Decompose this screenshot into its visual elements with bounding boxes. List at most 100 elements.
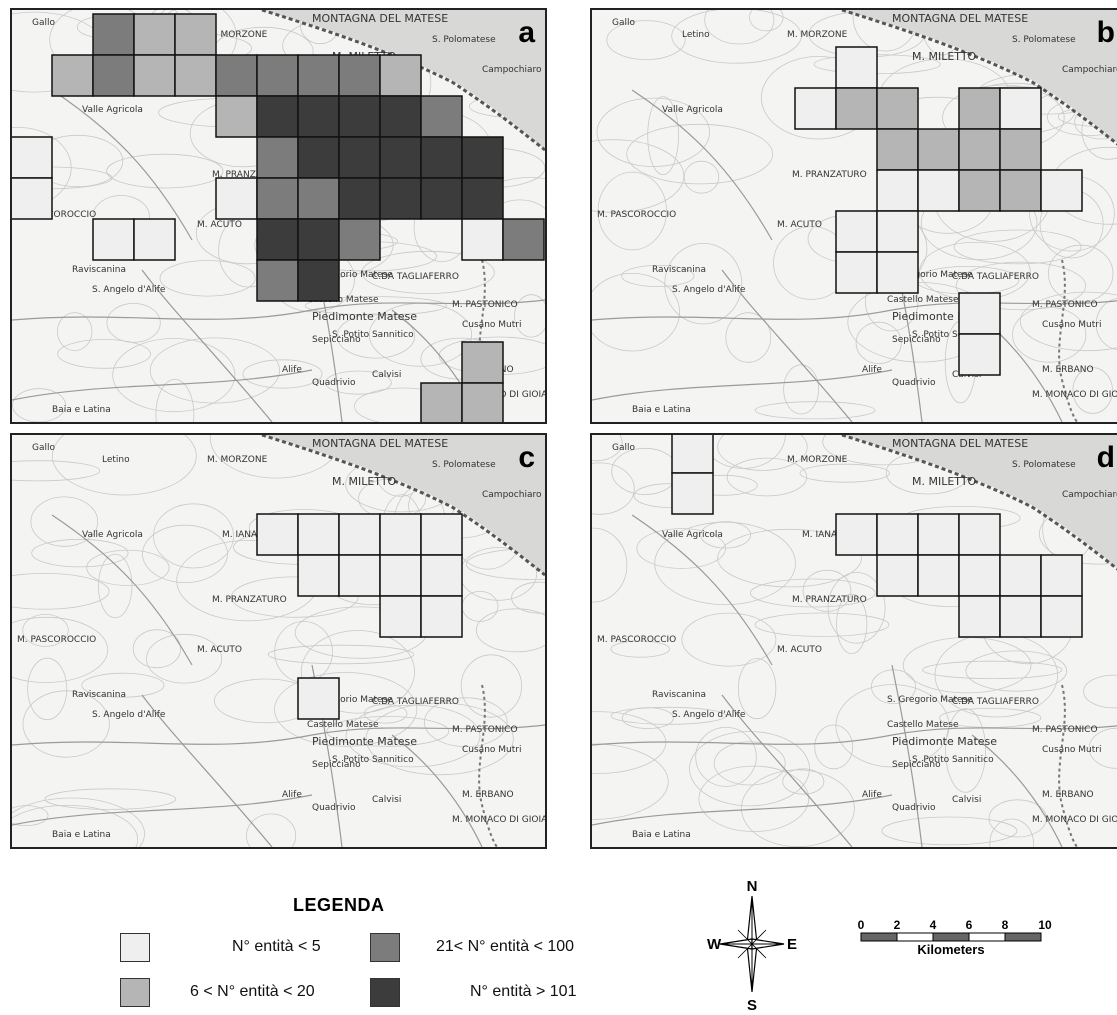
place-label: S. Potito Sannitico	[332, 330, 414, 340]
grid-cells	[256, 513, 463, 720]
place-label: M. ACUTO	[777, 645, 822, 655]
place-label: M. ACUTO	[197, 220, 242, 230]
grid-cell	[256, 218, 299, 261]
place-label: Alife	[862, 790, 882, 800]
place-label: M. MILETTO	[912, 475, 977, 488]
place-label: Quadrivio	[312, 803, 356, 813]
compass-s: S	[747, 997, 757, 1013]
grid-cell	[297, 218, 340, 261]
grid-cell	[256, 136, 299, 179]
place-label: M. MONACO DI GIOIA	[1032, 390, 1117, 400]
place-label: Piedimonte Matese	[892, 735, 998, 748]
place-label: M. MORZONE	[787, 30, 848, 40]
place-label: M. ERBANO	[1042, 365, 1094, 375]
place-label: S. Gregorio Matese	[307, 270, 393, 280]
grid-cell	[420, 554, 463, 597]
grid-cells	[671, 435, 1083, 638]
place-label: M. PRANZATURO	[212, 595, 287, 605]
place-label: Baia e Latina	[632, 830, 691, 840]
legend-swatch-4	[370, 978, 400, 1007]
grid-cell	[671, 435, 714, 474]
grid-cell	[917, 513, 960, 556]
grid-cell	[338, 177, 381, 220]
place-label: M. PASTONICO	[452, 300, 518, 310]
place-label: M. PASTONICO	[1032, 300, 1098, 310]
place-label: M. MORZONE	[207, 455, 268, 465]
place-label: C.DA TAGLIAFERRO	[372, 697, 459, 707]
place-label: M. IANARA	[802, 530, 850, 540]
grid-cell	[1040, 554, 1083, 597]
grid-cell	[338, 136, 381, 179]
place-label: Sepicciano	[312, 760, 361, 770]
place-label: Alife	[282, 790, 302, 800]
grid-cell	[794, 87, 837, 130]
map-panel-b: Gallo Letino M. MORZONE MONTAGNA DEL MATESE…	[590, 8, 1117, 424]
scale-unit: Kilometers	[917, 942, 984, 957]
grid-cell	[461, 136, 504, 179]
map-panel-c: Gallo Letino M. MORZONE MONTAGNA DEL MATESE…	[10, 433, 547, 849]
grid-cell	[958, 554, 1001, 597]
place-label: Castello Matese	[887, 720, 959, 730]
grid-cell	[999, 169, 1042, 212]
place-label: M. PRANZATURO	[212, 170, 287, 180]
place-label: M. ACUTO	[197, 645, 242, 655]
grid-cell	[420, 513, 463, 556]
place-label: S. Angelo d'Alife	[672, 285, 746, 295]
grid-cell	[338, 513, 381, 556]
grid-cell	[958, 333, 1001, 376]
place-label: S. Potito Sannitico	[912, 330, 994, 340]
grid-cell	[999, 87, 1042, 130]
grid-cell	[835, 210, 878, 253]
place-label: M. MORZONE	[787, 455, 848, 465]
legend-label-3: 21< N° entità < 100	[436, 938, 575, 955]
place-label: Gallo	[612, 443, 635, 453]
scale-tick: 8	[1002, 918, 1009, 932]
grid-cell	[876, 87, 919, 130]
place-label: Sepicciano	[312, 335, 361, 345]
grid-cell	[92, 13, 135, 56]
grid-cell	[999, 128, 1042, 171]
place-label: Campochiaro	[1062, 490, 1117, 500]
place-label: M. PASTONICO	[1032, 725, 1098, 735]
grid-cell	[256, 513, 299, 556]
place-label: S. Polomatese	[1012, 460, 1076, 470]
grid-cell	[256, 259, 299, 302]
scale-tick: 10	[1038, 918, 1052, 932]
grid-cell	[379, 177, 422, 220]
grid-cell	[338, 218, 381, 261]
place-label: S. Polomatese	[432, 460, 496, 470]
place-label: M. ERBANO	[1042, 790, 1094, 800]
place-label: S. Potito Sannitico	[912, 755, 994, 765]
grid-cell	[297, 136, 340, 179]
grid-cell	[51, 54, 94, 97]
grid-cell	[420, 595, 463, 638]
place-label: S. Potito Sannitico	[332, 755, 414, 765]
grid-cell	[461, 341, 504, 384]
grid-cell	[420, 382, 463, 422]
place-label: Alife	[862, 365, 882, 375]
place-label: Piedimonte Matese	[312, 735, 418, 748]
place-label: S. Gregorio Matese	[887, 270, 973, 280]
place-label: MONTAGNA DEL MATESE	[892, 12, 1029, 25]
place-label: Valle Agricola	[82, 530, 143, 540]
place-label: C.DA TAGLIAFERRO	[952, 697, 1039, 707]
grid-cell	[876, 554, 919, 597]
place-label: Gallo	[612, 18, 635, 28]
place-label: M. MILETTO	[912, 50, 977, 63]
legend-swatch-1	[120, 933, 150, 962]
grid-cell	[379, 595, 422, 638]
grid-cell	[502, 218, 545, 261]
grid-cell	[297, 177, 340, 220]
grid-cell	[297, 95, 340, 138]
place-label: S. Angelo d'Alife	[92, 710, 166, 720]
place-label: Quadrivio	[312, 378, 356, 388]
grid-cell	[379, 95, 422, 138]
legend-title: LEGENDA	[293, 895, 385, 915]
grid-cell	[215, 95, 258, 138]
place-label: M. MILETTO	[332, 475, 397, 488]
grid-cell	[215, 54, 258, 97]
grid-cell	[379, 136, 422, 179]
legend-swatch-2	[120, 978, 150, 1007]
